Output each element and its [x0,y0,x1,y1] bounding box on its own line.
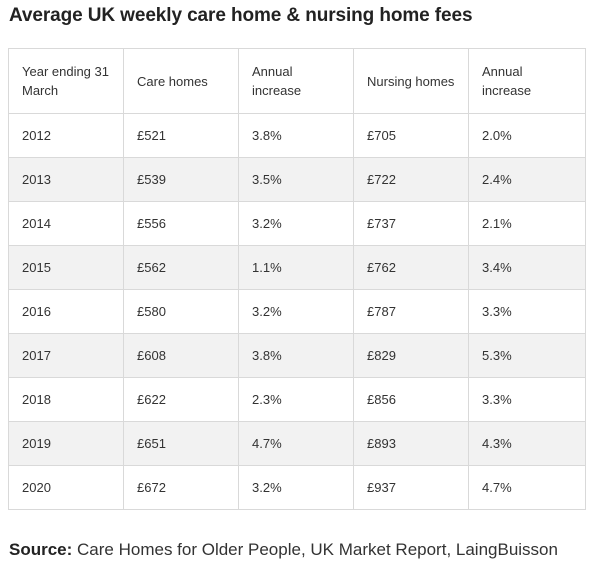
column-header-care-homes: Care homes [123,48,239,114]
care-home-increase-cell: 3.5% [238,157,354,202]
table-row: 2013 £539 3.5% £722 2.4% [8,157,586,202]
care-home-fee-cell: £521 [123,113,239,158]
column-header-care-annual-increase: Annual increase [238,48,354,114]
table-row: 2015 £562 1.1% £762 3.4% [8,245,586,290]
nursing-home-fee-cell: £762 [353,245,469,290]
nursing-home-fee-cell: £829 [353,333,469,378]
year-cell: 2020 [8,465,124,510]
table-row: 2017 £608 3.8% £829 5.3% [8,333,586,378]
nursing-home-fee-cell: £722 [353,157,469,202]
nursing-home-fee-cell: £937 [353,465,469,510]
care-home-fee-cell: £580 [123,289,239,334]
nursing-home-increase-cell: 3.3% [468,289,586,334]
nursing-home-increase-cell: 2.0% [468,113,586,158]
year-cell: 2014 [8,201,124,246]
nursing-home-increase-cell: 4.3% [468,421,586,466]
year-cell: 2015 [8,245,124,290]
care-home-fee-cell: £622 [123,377,239,422]
care-home-increase-cell: 3.8% [238,333,354,378]
nursing-home-fee-cell: £856 [353,377,469,422]
nursing-home-increase-cell: 3.4% [468,245,586,290]
care-home-fee-cell: £556 [123,201,239,246]
source-label: Source: [9,540,73,559]
care-home-fee-cell: £608 [123,333,239,378]
nursing-home-fee-cell: £893 [353,421,469,466]
care-home-increase-cell: 3.2% [238,201,354,246]
page-title: Average UK weekly care home & nursing ho… [9,5,473,26]
nursing-home-fee-cell: £737 [353,201,469,246]
year-cell: 2013 [8,157,124,202]
care-home-fee-cell: £539 [123,157,239,202]
table-row: 2018 £622 2.3% £856 3.3% [8,377,586,422]
care-home-increase-cell: 3.2% [238,289,354,334]
nursing-home-increase-cell: 4.7% [468,465,586,510]
year-cell: 2012 [8,113,124,158]
care-home-increase-cell: 1.1% [238,245,354,290]
table-row: 2020 £672 3.2% £937 4.7% [8,465,586,510]
care-home-fee-cell: £651 [123,421,239,466]
nursing-home-increase-cell: 3.3% [468,377,586,422]
table-row: 2019 £651 4.7% £893 4.3% [8,421,586,466]
year-cell: 2018 [8,377,124,422]
nursing-home-increase-cell: 2.4% [468,157,586,202]
column-header-nursing-annual-increase: Annual increase [468,48,586,114]
care-home-increase-cell: 2.3% [238,377,354,422]
care-home-increase-cell: 4.7% [238,421,354,466]
year-cell: 2016 [8,289,124,334]
care-home-increase-cell: 3.8% [238,113,354,158]
table-row: 2012 £521 3.8% £705 2.0% [8,113,586,158]
table-row: 2014 £556 3.2% £737 2.1% [8,201,586,246]
fees-table: Year ending 31 March Care homes Annual i… [8,48,586,510]
year-cell: 2017 [8,333,124,378]
care-home-fee-cell: £672 [123,465,239,510]
source-note: Source: Care Homes for Older People, UK … [9,536,569,564]
care-home-increase-cell: 3.2% [238,465,354,510]
column-header-nursing-homes: Nursing homes [353,48,469,114]
table-header-row: Year ending 31 March Care homes Annual i… [8,48,586,114]
nursing-home-fee-cell: £705 [353,113,469,158]
care-home-fee-cell: £562 [123,245,239,290]
year-cell: 2019 [8,421,124,466]
nursing-home-increase-cell: 2.1% [468,201,586,246]
table-row: 2016 £580 3.2% £787 3.3% [8,289,586,334]
source-text: Care Homes for Older People, UK Market R… [72,540,558,559]
nursing-home-increase-cell: 5.3% [468,333,586,378]
nursing-home-fee-cell: £787 [353,289,469,334]
column-header-year: Year ending 31 March [8,48,124,114]
